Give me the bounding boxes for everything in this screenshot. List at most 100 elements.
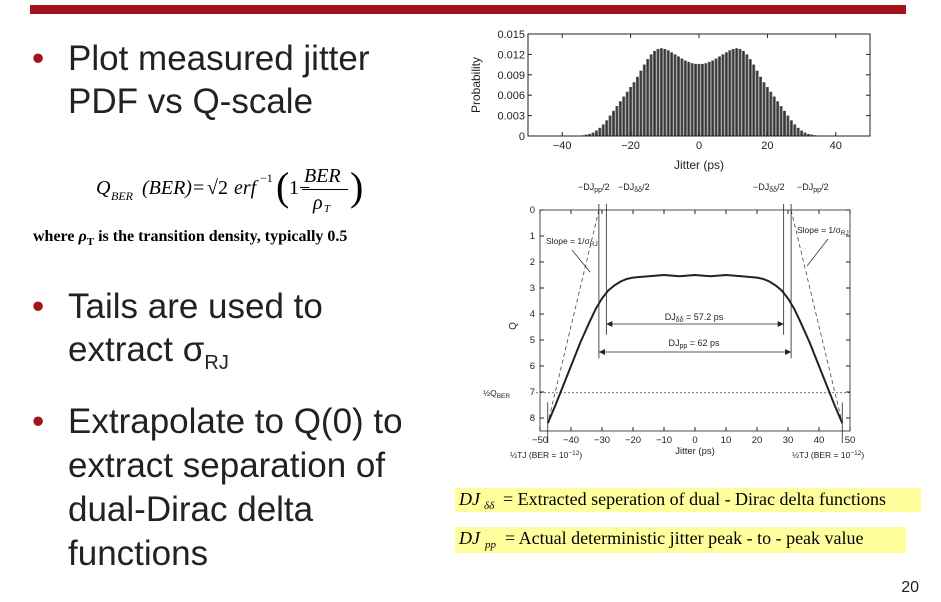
djpp-right-label: −DJpp/2 bbox=[797, 182, 829, 194]
q-x-tick-label: −50 bbox=[532, 435, 548, 446]
q-x-tick-label: 20 bbox=[752, 435, 763, 446]
formula-q-sub: BER bbox=[111, 189, 133, 203]
histogram-y-tick-label: 0.009 bbox=[497, 70, 525, 82]
definition-dj-pp-sub: pp bbox=[485, 539, 496, 551]
djdd-arrow-head-right bbox=[777, 321, 784, 327]
q-y-tick-label: 0 bbox=[530, 205, 535, 216]
formula-paren-right: ) bbox=[350, 164, 364, 209]
where-note-pre: where bbox=[33, 228, 79, 245]
histogram-x-tick-label: −20 bbox=[621, 140, 640, 152]
formula-q: Q bbox=[96, 177, 111, 199]
slope-left-dashed-line bbox=[547, 209, 600, 424]
formula-paren-left: ( bbox=[276, 164, 290, 209]
definition-dj-dd: DJ δδ = Extracted seperation of dual - D… bbox=[455, 488, 921, 512]
q-y-tick-label: 8 bbox=[530, 413, 535, 424]
histogram-y-tick-label: 0.003 bbox=[497, 111, 525, 123]
q-x-tick-label: 10 bbox=[721, 435, 732, 446]
bullet-3-line-4: functions bbox=[68, 534, 209, 573]
q-y-tick-label: 4 bbox=[530, 309, 535, 320]
definition-dj-dd-sub: δδ bbox=[484, 500, 495, 512]
djpp-arrow-head-right bbox=[785, 349, 792, 355]
djdd-left-label: −DJδδ/2 bbox=[618, 182, 650, 194]
q-x-tick-label: 0 bbox=[692, 435, 697, 446]
formula-erf: erf bbox=[234, 177, 257, 199]
histogram-x-tick-label: −40 bbox=[553, 140, 572, 152]
histogram-x-tick-label: 0 bbox=[696, 140, 702, 152]
formula-sqrt: √2 bbox=[207, 177, 228, 199]
bullet-3-line-1: Extrapolate to Q(0) to bbox=[68, 402, 403, 441]
histogram-x-label: Jitter (ps) bbox=[674, 158, 724, 172]
formula-fraction-bar bbox=[302, 189, 348, 190]
half-q-ber-label: ½QBER bbox=[483, 388, 510, 400]
formula-eq: = bbox=[193, 177, 205, 199]
q-x-tick-label: −40 bbox=[563, 435, 579, 446]
slope-left-label: Slope = 1/σRJ bbox=[546, 236, 598, 248]
djdd-arrow-head-left bbox=[606, 321, 613, 327]
tj-left-label: ½TJ (BER = 10−12) bbox=[510, 450, 582, 460]
bullet-dot: • bbox=[32, 39, 45, 78]
where-note-rho-sub: T bbox=[86, 236, 95, 249]
bullet-2-line-2-text: extract σ bbox=[68, 330, 205, 369]
definition-dj-pp: DJ pp = Actual deterministic jitter peak… bbox=[455, 527, 906, 553]
formula-arg: (BER) bbox=[142, 177, 192, 199]
where-note-rho: ρ bbox=[78, 228, 87, 245]
histogram-x-tick-label: 40 bbox=[830, 140, 842, 152]
slope-right-label: Slope = 1/σRJ bbox=[797, 225, 849, 237]
djpp-arrow-label: DJpp = 62 ps bbox=[668, 338, 720, 350]
bullet-3-line-2: extract separation of bbox=[68, 446, 386, 485]
bullet-1-line-1: Plot measured jitter bbox=[68, 39, 370, 78]
q-y-tick-label: 2 bbox=[530, 257, 535, 268]
bullet-1: • Plot measured jitter PDF vs Q-scale bbox=[32, 37, 452, 127]
q-x-label: Jitter (ps) bbox=[675, 446, 715, 457]
q-ber-formula: Q BER (BER) = √2 erf −1 ( 1− BER ρ T ) bbox=[96, 163, 396, 223]
q-x-tick-label: −10 bbox=[656, 435, 672, 446]
formula-denominator: ρ bbox=[313, 192, 323, 214]
definition-dj-pp-symbol: DJ bbox=[459, 528, 480, 548]
histogram-y-label: Probability bbox=[469, 57, 483, 113]
q-y-tick-label: 3 bbox=[530, 283, 535, 294]
q-y-tick-label: 1 bbox=[530, 231, 535, 242]
bullet-1-line-2: PDF vs Q-scale bbox=[68, 82, 314, 121]
bullet-3-line-3: dual-Dirac delta bbox=[68, 490, 314, 529]
q-y-tick-label: 7 bbox=[530, 387, 535, 398]
histogram-y-tick-label: 0.006 bbox=[497, 90, 525, 102]
formula-inverse: −1 bbox=[260, 171, 273, 185]
q-x-tick-label: 50 bbox=[845, 435, 856, 446]
formula-numerator: BER bbox=[304, 165, 341, 187]
definition-dj-dd-text: = Extracted seperation of dual - Dirac d… bbox=[503, 489, 887, 509]
title-bar-accent bbox=[30, 5, 906, 14]
page-number: 20 bbox=[901, 579, 919, 596]
bullet-dot: • bbox=[32, 402, 45, 441]
histogram-y-tick-label: 0 bbox=[519, 131, 525, 143]
histogram-x-tick-label: 20 bbox=[761, 140, 773, 152]
jitter-pdf-histogram: −40 −20 0 20 40 0 0.003 0.006 0.009 0.012 0.015 Ji… bbox=[469, 29, 871, 172]
where-note: where ρT is the transition density, typi… bbox=[33, 228, 347, 248]
formula-denominator-sub: T bbox=[324, 203, 331, 215]
bullet-2: • Tails are used to extract σRJ bbox=[32, 285, 452, 375]
q-y-tick-label: 5 bbox=[530, 335, 535, 346]
bullet-3: • Extrapolate to Q(0) to extract separat… bbox=[32, 400, 452, 575]
q-scale-plot: −50 −40 −30 −20 −10 0 10 20 30 40 50 0 1 2 3 4 5 6 7 8 Q Ji… bbox=[483, 182, 864, 460]
q-x-tick-label: 40 bbox=[814, 435, 825, 446]
q-x-tick-label: −20 bbox=[625, 435, 641, 446]
formula-one-minus: 1− bbox=[289, 177, 311, 199]
definition-dj-dd-symbol: DJ bbox=[459, 489, 480, 509]
djdd-right-label: −DJδδ/2 bbox=[753, 182, 785, 194]
djpp-left-label: −DJpp/2 bbox=[578, 182, 610, 194]
djdd-arrow-label: DJδδ = 57.2 ps bbox=[665, 312, 724, 324]
q-x-tick-label: −30 bbox=[594, 435, 610, 446]
where-note-post: is the transition density, typically 0.5 bbox=[94, 228, 348, 245]
histogram-y-tick-label: 0.015 bbox=[497, 29, 525, 41]
slope-left-pointer bbox=[571, 249, 591, 273]
definition-dj-pp-text: = Actual deterministic jitter peak - to … bbox=[505, 528, 864, 548]
histogram-y-tick-label: 0.012 bbox=[497, 49, 525, 61]
q-x-tick-label: 30 bbox=[783, 435, 794, 446]
q-curve-line bbox=[546, 273, 844, 424]
bullet-dot: • bbox=[32, 287, 45, 326]
djpp-arrow-head-left bbox=[598, 349, 605, 355]
q-y-tick-label: 6 bbox=[530, 361, 535, 372]
bullet-2-line-2: extract σRJ bbox=[68, 328, 229, 385]
bullet-2-subscript: RJ bbox=[204, 352, 229, 374]
bullet-2-line-1: Tails are used to bbox=[68, 287, 323, 326]
tj-right-label: ½TJ (BER = 10−12) bbox=[792, 450, 864, 460]
